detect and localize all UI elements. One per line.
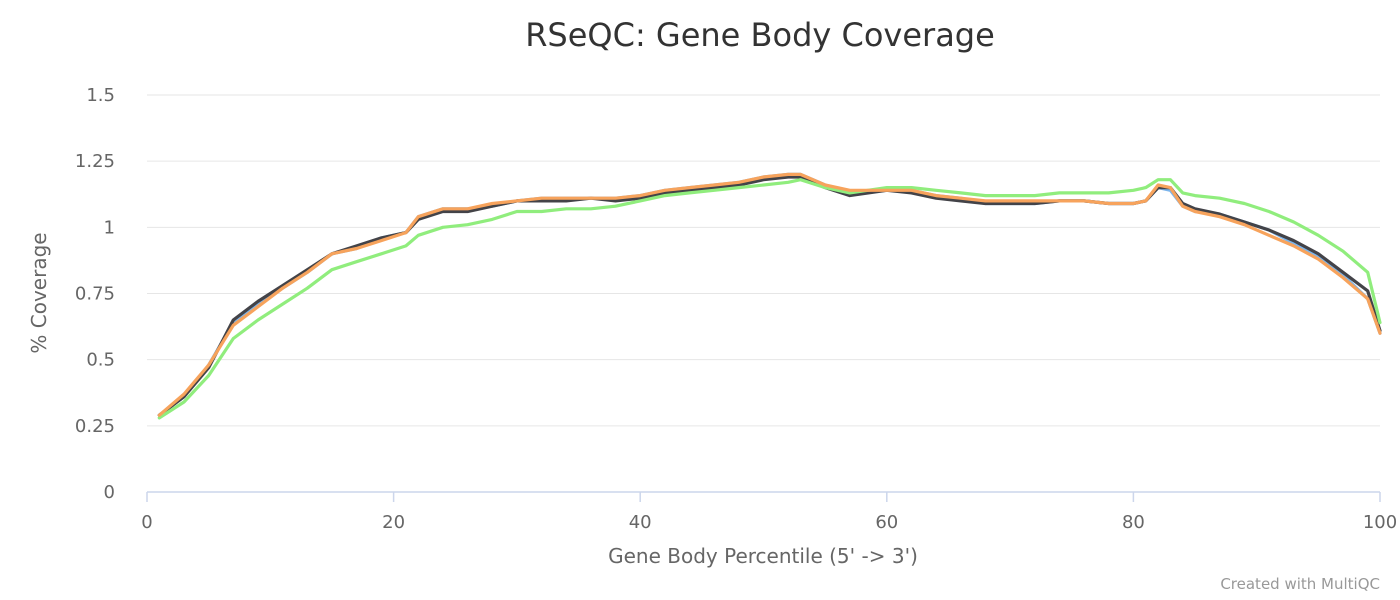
series-line-4[interactable] [157, 172, 1382, 417]
x-tick-label: 0 [141, 512, 152, 533]
series-line-3[interactable] [157, 178, 1382, 420]
x-axis-title: Gene Body Percentile (5' -> 3') [608, 544, 918, 568]
grid-lines [147, 94, 1380, 427]
x-tick-label: 60 [875, 512, 898, 533]
y-tick-label: 1.5 [86, 85, 115, 106]
x-tick-label: 40 [629, 512, 652, 533]
series-line-2[interactable] [157, 175, 1382, 417]
x-tick-label: 20 [382, 512, 405, 533]
x-axis-ticks: 0 20 40 60 80 100 [141, 492, 1397, 533]
chart-title: RSeQC: Gene Body Coverage [525, 16, 995, 54]
credit-text: Created with MultiQC [1220, 575, 1380, 593]
y-tick-label: 0.75 [75, 284, 115, 305]
y-tick-label: 0.5 [86, 350, 115, 371]
y-axis-title: % Coverage [27, 232, 51, 353]
x-tick-label: 100 [1363, 512, 1397, 533]
x-tick-label: 80 [1122, 512, 1145, 533]
series-lines [157, 172, 1382, 420]
y-axis-ticks: 0 0.25 0.5 0.75 1 1.25 1.5 [75, 85, 115, 503]
y-tick-label: 0.25 [75, 416, 115, 437]
y-tick-label: 1.25 [75, 151, 115, 172]
y-tick-label: 0 [104, 482, 115, 503]
y-tick-label: 1 [104, 217, 115, 238]
